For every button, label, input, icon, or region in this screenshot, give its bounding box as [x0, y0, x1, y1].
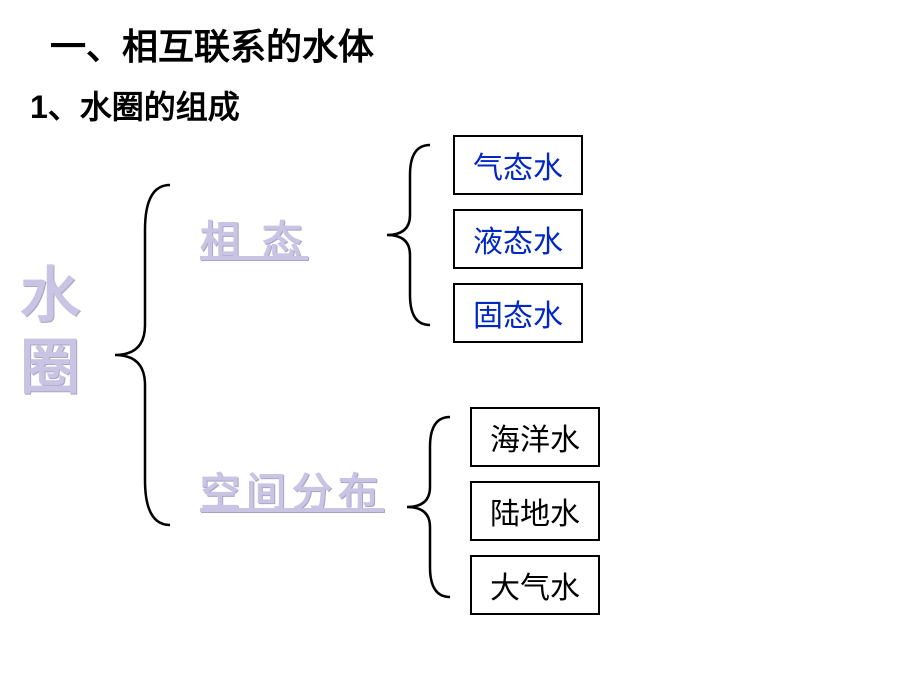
- category2-label: 空间分布: [200, 460, 384, 518]
- brace-main: [100, 180, 190, 530]
- leaf-atmosphere: 大气水: [470, 555, 600, 615]
- sub-num: 1: [30, 89, 48, 125]
- main-heading: 一、相互联系的水体: [50, 18, 374, 70]
- brace-cat2: [395, 407, 465, 607]
- leaf-gas: 气态水: [453, 135, 583, 195]
- leaf-ocean: 海洋水: [470, 407, 600, 467]
- category1-label: 相 态: [200, 208, 308, 266]
- root-char2: 圈: [20, 332, 80, 404]
- brace-cat1: [375, 135, 445, 335]
- sub-heading: 1、水圈的组成: [30, 82, 240, 128]
- sub-text: 、水圈的组成: [48, 89, 240, 125]
- leaf-land: 陆地水: [470, 481, 600, 541]
- leaf-solid: 固态水: [453, 283, 583, 343]
- root-label: 水 圈: [20, 260, 80, 404]
- leaf-liquid: 液态水: [453, 209, 583, 269]
- root-char1: 水: [20, 260, 80, 332]
